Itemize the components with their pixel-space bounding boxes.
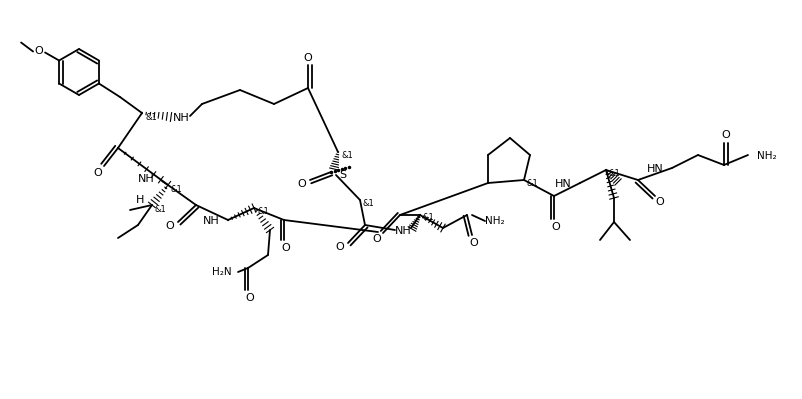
Text: &1: &1 — [363, 200, 374, 209]
Text: O: O — [552, 222, 561, 232]
Text: O: O — [304, 53, 312, 63]
Text: &1: &1 — [341, 152, 353, 160]
Text: HN: HN — [647, 164, 664, 174]
Text: &1: &1 — [422, 213, 434, 223]
Text: O: O — [373, 234, 382, 244]
Text: NH: NH — [138, 174, 154, 184]
Text: O: O — [298, 179, 306, 189]
Text: HN: HN — [555, 179, 572, 189]
Text: &1: &1 — [257, 207, 269, 217]
Text: O: O — [335, 242, 344, 252]
Text: H: H — [136, 195, 144, 205]
Text: O: O — [245, 293, 254, 303]
Text: &1: &1 — [170, 186, 182, 194]
Text: O: O — [470, 238, 478, 248]
Text: S: S — [339, 170, 346, 180]
Text: &1: &1 — [145, 113, 157, 122]
Text: O: O — [282, 243, 290, 253]
Text: O: O — [94, 168, 103, 178]
Text: O: O — [722, 130, 731, 140]
Text: NH: NH — [203, 216, 220, 226]
Text: O: O — [655, 197, 664, 207]
Text: NH₂: NH₂ — [757, 151, 776, 161]
Text: NH₂: NH₂ — [485, 216, 504, 226]
Text: O: O — [34, 47, 43, 57]
Text: &1: &1 — [608, 170, 620, 178]
Text: &1: &1 — [526, 180, 538, 188]
Text: O: O — [166, 221, 174, 231]
Text: NH: NH — [395, 226, 411, 236]
Text: &1: &1 — [154, 205, 166, 215]
Text: NH: NH — [172, 113, 189, 123]
Text: H₂N: H₂N — [213, 267, 232, 277]
